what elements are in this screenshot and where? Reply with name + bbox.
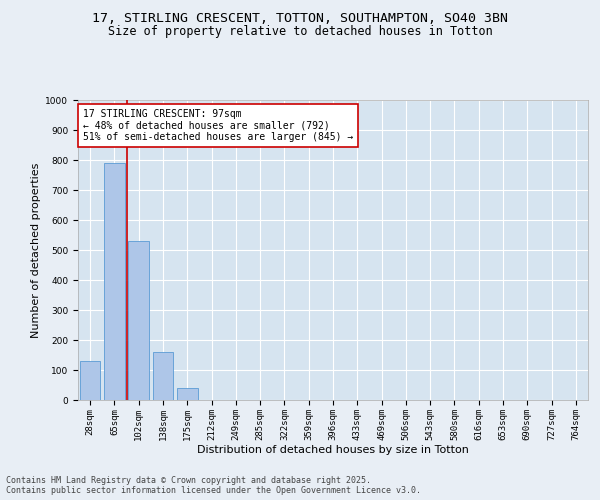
Y-axis label: Number of detached properties: Number of detached properties (31, 162, 41, 338)
Bar (177, 388, 197, 400)
Text: 17 STIRLING CRESCENT: 97sqm
← 48% of detached houses are smaller (792)
51% of se: 17 STIRLING CRESCENT: 97sqm ← 48% of det… (83, 109, 353, 142)
Text: Size of property relative to detached houses in Totton: Size of property relative to detached ho… (107, 25, 493, 38)
Text: 17, STIRLING CRESCENT, TOTTON, SOUTHAMPTON, SO40 3BN: 17, STIRLING CRESCENT, TOTTON, SOUTHAMPT… (92, 12, 508, 26)
Bar (104, 163, 125, 400)
Text: Contains HM Land Registry data © Crown copyright and database right 2025.
Contai: Contains HM Land Registry data © Crown c… (6, 476, 421, 495)
Bar (80, 361, 100, 400)
Bar (152, 352, 173, 400)
X-axis label: Distribution of detached houses by size in Totton: Distribution of detached houses by size … (197, 446, 469, 456)
Bar (128, 241, 149, 400)
